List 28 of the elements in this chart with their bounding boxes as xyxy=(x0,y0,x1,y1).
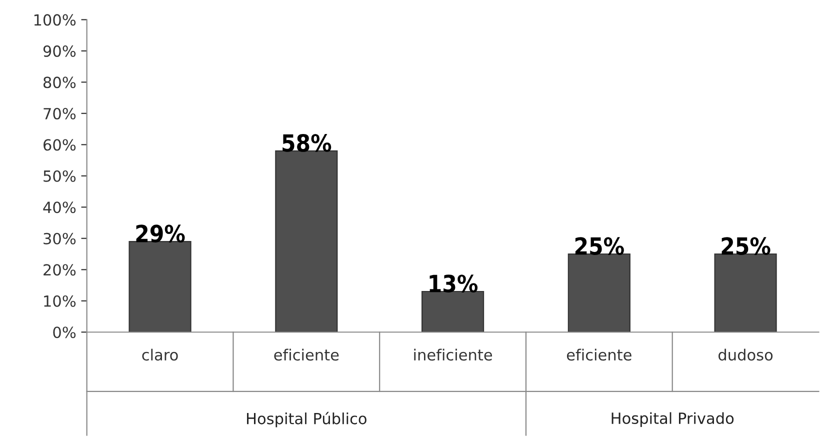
bar xyxy=(714,253,777,332)
data-label: 13% xyxy=(430,274,478,292)
bar xyxy=(128,240,192,332)
bar xyxy=(568,253,630,332)
text: Hospital Privado xyxy=(612,412,734,427)
y-tick-label: 10% xyxy=(44,295,76,307)
y-tick-label: 80% xyxy=(43,76,76,88)
y-tick-label: 0% xyxy=(53,326,76,338)
x-tick-label: claro xyxy=(142,348,178,361)
y-tick-label: 60% xyxy=(44,139,76,151)
x-tick-label: eficiente xyxy=(566,348,632,361)
y-tick-label: 30% xyxy=(44,232,76,244)
bar xyxy=(275,150,338,332)
data-label: 58% xyxy=(282,134,332,152)
y-tick-label: 90% xyxy=(43,45,76,57)
text: Hospital Público xyxy=(247,412,366,428)
data-label: 29% xyxy=(136,224,185,242)
x-tick-label: ineficiente xyxy=(414,348,492,361)
x-tick-label: dudoso xyxy=(718,348,773,361)
data-label: 25% xyxy=(575,237,624,255)
data-label: 25% xyxy=(722,237,770,255)
y-tick-label: 100% xyxy=(34,14,76,26)
bar xyxy=(421,290,484,332)
y-tick-label: 40% xyxy=(43,202,76,214)
y-tick-label: 50% xyxy=(44,170,76,182)
x-tick-label: eficiente xyxy=(274,348,339,361)
y-tick-label: 20% xyxy=(44,264,76,276)
y-tick-label: 70% xyxy=(44,108,76,120)
